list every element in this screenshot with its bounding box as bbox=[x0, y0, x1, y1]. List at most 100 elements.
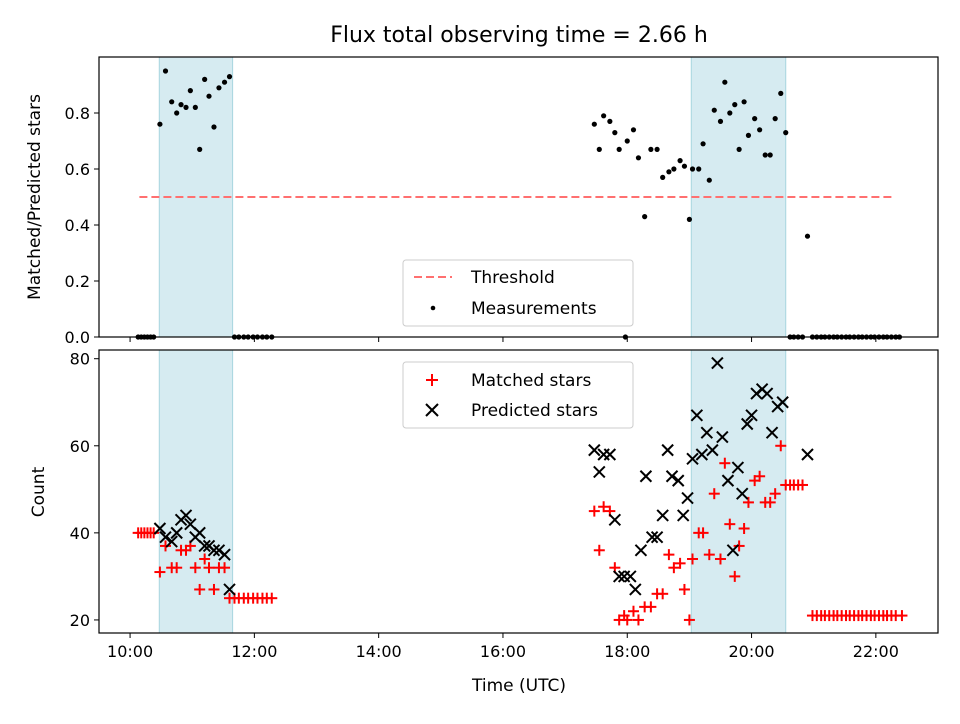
plot-frame bbox=[98, 349, 939, 634]
measurement-point bbox=[221, 79, 228, 85]
predicted-point bbox=[760, 387, 774, 400]
predicted-point bbox=[218, 548, 231, 561]
matched-point bbox=[266, 592, 278, 604]
measurement-point bbox=[642, 214, 648, 220]
measurement-point bbox=[711, 107, 717, 113]
predicted-point bbox=[706, 443, 719, 457]
measurement-point bbox=[635, 155, 642, 161]
x-tick-label: 14:00 bbox=[356, 642, 402, 661]
measurement-point bbox=[202, 76, 208, 82]
legend-predicted-label: Predicted stars bbox=[471, 401, 598, 421]
predicted-point bbox=[740, 417, 754, 431]
measurement-point bbox=[206, 93, 212, 99]
observing-window bbox=[690, 349, 787, 634]
measurement-point bbox=[706, 177, 712, 183]
legend-predicted-swatch bbox=[425, 403, 439, 417]
legend-measurement-label: Measurements bbox=[471, 299, 597, 319]
matched-point bbox=[657, 588, 669, 600]
measurement-point bbox=[671, 166, 677, 172]
measurement-point bbox=[745, 132, 752, 138]
panel-ratio: 0.00.20.40.60.8 Matched/Predicted stars … bbox=[25, 56, 939, 347]
measurement-point bbox=[804, 233, 811, 239]
predicted-point bbox=[608, 513, 622, 527]
measurement-point bbox=[197, 146, 203, 152]
measurement-point bbox=[717, 118, 724, 124]
predicted-point bbox=[801, 448, 814, 461]
predicted-point bbox=[665, 470, 679, 483]
predicted-point bbox=[676, 509, 690, 522]
measurement-point bbox=[601, 113, 607, 119]
measurement-point bbox=[681, 163, 688, 169]
measurement-point bbox=[624, 138, 630, 144]
measurement-point bbox=[767, 152, 773, 158]
predicted-point bbox=[165, 535, 178, 548]
matched-point bbox=[645, 601, 657, 613]
y-tick-label: 0.6 bbox=[65, 160, 90, 179]
matched-point bbox=[754, 470, 766, 482]
predicted-point bbox=[207, 544, 221, 557]
predicted-point bbox=[179, 509, 193, 522]
matched-point bbox=[194, 583, 206, 595]
matched-point bbox=[738, 523, 750, 535]
measurement-point bbox=[226, 74, 233, 80]
matched-point bbox=[775, 440, 787, 452]
predicted-point bbox=[745, 409, 758, 422]
matched-point bbox=[797, 479, 809, 491]
matched-point bbox=[171, 562, 183, 574]
observing-windows bbox=[158, 349, 787, 634]
y-tick-label: 0.4 bbox=[65, 216, 90, 235]
predicted-point bbox=[593, 465, 606, 479]
measurement-point bbox=[736, 146, 742, 152]
matched-point bbox=[678, 583, 690, 595]
measurement-point bbox=[612, 130, 618, 136]
predicted-point bbox=[645, 531, 659, 544]
y-axis-ticks: 20 40 60 80 bbox=[70, 350, 99, 630]
predicted-point bbox=[765, 426, 779, 439]
predicted-point bbox=[656, 509, 669, 522]
predicted-point bbox=[650, 531, 664, 544]
measurement-point bbox=[722, 79, 728, 85]
predicted-point bbox=[153, 522, 167, 535]
measurement-point bbox=[689, 166, 696, 172]
measurement-point bbox=[192, 104, 198, 110]
matched-point bbox=[154, 566, 166, 578]
legend-matched-swatch bbox=[426, 374, 438, 386]
matched-point bbox=[703, 549, 715, 561]
predicted-point bbox=[634, 544, 648, 557]
predicted-point bbox=[726, 544, 740, 557]
predicted-point bbox=[198, 539, 211, 553]
predicted-point bbox=[721, 474, 735, 487]
matched-point bbox=[687, 553, 699, 565]
measurement-point bbox=[596, 146, 602, 152]
measurement-point bbox=[187, 88, 193, 94]
measurement-point bbox=[591, 121, 597, 127]
observing-window bbox=[158, 349, 234, 634]
matched-point bbox=[683, 614, 695, 626]
measurement-point bbox=[660, 174, 666, 180]
measurement-point bbox=[169, 99, 175, 105]
matched-point bbox=[714, 553, 726, 565]
predicted-point bbox=[603, 448, 617, 461]
x-tick-label: 18:00 bbox=[604, 642, 650, 661]
matched-point bbox=[769, 488, 781, 500]
matched-point bbox=[674, 557, 686, 569]
matched-point bbox=[588, 505, 600, 517]
x-axis-ticks bbox=[129, 337, 877, 342]
legend: Matched stars Predicted stars bbox=[402, 361, 634, 429]
y-tick-label: 0.0 bbox=[65, 328, 90, 347]
matched-point bbox=[219, 562, 231, 574]
measurement-point bbox=[183, 104, 189, 110]
y-tick-label: 40 bbox=[70, 524, 90, 543]
predicted-point bbox=[159, 531, 172, 544]
predicted-point bbox=[695, 448, 709, 461]
predicted-point bbox=[612, 570, 626, 583]
measurement-point bbox=[741, 99, 747, 105]
matched-point bbox=[203, 562, 215, 574]
measurement-point bbox=[677, 158, 683, 164]
y-tick-label: 0.8 bbox=[65, 104, 90, 123]
x-tick-label: 16:00 bbox=[480, 642, 526, 661]
matched-point bbox=[764, 496, 776, 508]
x-tick-label: 22:00 bbox=[853, 642, 899, 661]
matched-point bbox=[742, 496, 754, 508]
matched-point bbox=[199, 553, 211, 565]
